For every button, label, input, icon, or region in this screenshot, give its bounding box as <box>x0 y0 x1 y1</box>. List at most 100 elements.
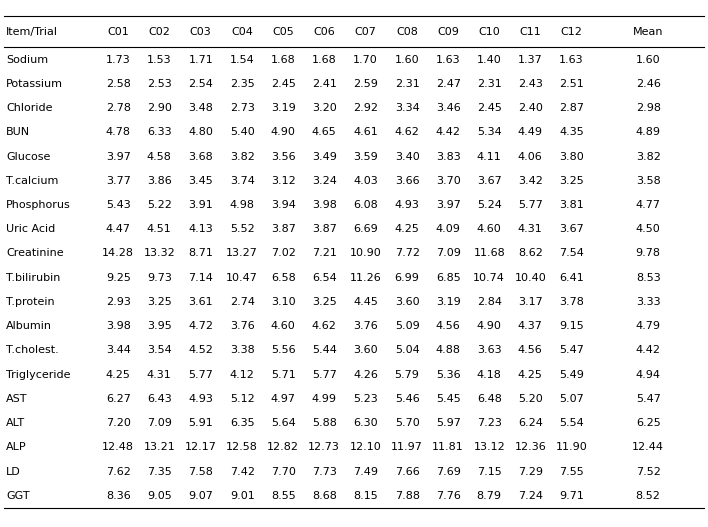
Text: 9.25: 9.25 <box>105 273 131 282</box>
Text: 4.31: 4.31 <box>518 225 542 234</box>
Text: 1.68: 1.68 <box>312 55 336 64</box>
Text: 2.41: 2.41 <box>312 79 337 89</box>
Text: 3.25: 3.25 <box>559 176 583 186</box>
Text: 6.33: 6.33 <box>147 128 171 137</box>
Text: 7.58: 7.58 <box>188 467 213 476</box>
Text: C08: C08 <box>396 27 418 36</box>
Text: C06: C06 <box>314 27 335 36</box>
Text: GGT: GGT <box>6 491 30 501</box>
Text: 3.45: 3.45 <box>188 176 213 186</box>
Text: 3.78: 3.78 <box>559 297 584 307</box>
Text: 1.60: 1.60 <box>395 55 419 64</box>
Text: 4.26: 4.26 <box>353 370 378 379</box>
Text: 4.56: 4.56 <box>436 321 460 331</box>
Text: 6.24: 6.24 <box>518 418 543 428</box>
Text: 5.45: 5.45 <box>436 394 460 404</box>
Text: 4.12: 4.12 <box>229 370 255 379</box>
Text: 7.76: 7.76 <box>435 491 461 501</box>
Text: 5.52: 5.52 <box>230 225 254 234</box>
Text: 3.66: 3.66 <box>395 176 419 186</box>
Text: 3.42: 3.42 <box>518 176 543 186</box>
Text: 5.77: 5.77 <box>518 200 543 210</box>
Text: 7.49: 7.49 <box>353 467 378 476</box>
Text: 3.67: 3.67 <box>477 176 501 186</box>
Text: AST: AST <box>6 394 28 404</box>
Text: 4.42: 4.42 <box>435 128 461 137</box>
Text: 4.49: 4.49 <box>518 128 543 137</box>
Text: 6.48: 6.48 <box>476 394 502 404</box>
Text: 5.79: 5.79 <box>394 370 420 379</box>
Text: 2.87: 2.87 <box>559 103 584 113</box>
Text: 4.78: 4.78 <box>105 128 131 137</box>
Text: 11.68: 11.68 <box>474 249 505 258</box>
Text: 6.58: 6.58 <box>271 273 295 282</box>
Text: 4.89: 4.89 <box>636 128 661 137</box>
Text: 7.42: 7.42 <box>229 467 255 476</box>
Text: 4.09: 4.09 <box>435 225 461 234</box>
Text: Phosphorus: Phosphorus <box>6 200 71 210</box>
Text: 4.90: 4.90 <box>270 128 296 137</box>
Text: 2.58: 2.58 <box>105 79 131 89</box>
Text: 4.88: 4.88 <box>435 346 461 355</box>
Text: 5.88: 5.88 <box>312 418 337 428</box>
Text: 1.71: 1.71 <box>188 55 213 64</box>
Text: 6.43: 6.43 <box>147 394 171 404</box>
Text: 2.35: 2.35 <box>230 79 254 89</box>
Text: 5.43: 5.43 <box>106 200 130 210</box>
Text: Glucose: Glucose <box>6 152 51 161</box>
Text: 4.93: 4.93 <box>394 200 420 210</box>
Text: 7.62: 7.62 <box>105 467 131 476</box>
Text: 7.72: 7.72 <box>394 249 420 258</box>
Text: 7.54: 7.54 <box>559 249 584 258</box>
Text: 4.62: 4.62 <box>394 128 420 137</box>
Text: 14.28: 14.28 <box>102 249 135 258</box>
Text: 1.63: 1.63 <box>436 55 460 64</box>
Text: C07: C07 <box>355 27 377 36</box>
Text: 3.19: 3.19 <box>436 297 460 307</box>
Text: 4.11: 4.11 <box>477 152 501 161</box>
Text: C05: C05 <box>273 27 294 36</box>
Text: 2.73: 2.73 <box>229 103 255 113</box>
Text: 3.70: 3.70 <box>436 176 460 186</box>
Text: 3.49: 3.49 <box>312 152 337 161</box>
Text: 6.99: 6.99 <box>394 273 420 282</box>
Text: 7.09: 7.09 <box>147 418 172 428</box>
Text: 5.04: 5.04 <box>395 346 419 355</box>
Text: 7.29: 7.29 <box>518 467 543 476</box>
Text: 9.01: 9.01 <box>230 491 254 501</box>
Text: 5.47: 5.47 <box>636 394 661 404</box>
Text: 8.53: 8.53 <box>636 273 661 282</box>
Text: 11.81: 11.81 <box>433 443 464 452</box>
Text: 7.21: 7.21 <box>312 249 337 258</box>
Text: 9.73: 9.73 <box>147 273 172 282</box>
Text: 4.65: 4.65 <box>312 128 336 137</box>
Text: Uric Acid: Uric Acid <box>6 225 56 234</box>
Text: 4.62: 4.62 <box>312 321 337 331</box>
Text: Creatinine: Creatinine <box>6 249 64 258</box>
Text: 4.31: 4.31 <box>147 370 171 379</box>
Text: 2.98: 2.98 <box>636 103 661 113</box>
Text: BUN: BUN <box>6 128 30 137</box>
Text: 9.78: 9.78 <box>636 249 661 258</box>
Text: 6.54: 6.54 <box>312 273 336 282</box>
Text: 8.68: 8.68 <box>312 491 337 501</box>
Text: T.protein: T.protein <box>6 297 55 307</box>
Text: 5.36: 5.36 <box>436 370 460 379</box>
Text: 5.44: 5.44 <box>312 346 337 355</box>
Text: ALP: ALP <box>6 443 27 452</box>
Text: 12.44: 12.44 <box>632 443 664 452</box>
Text: 2.43: 2.43 <box>518 79 543 89</box>
Text: 4.77: 4.77 <box>636 200 661 210</box>
Text: 4.80: 4.80 <box>188 128 213 137</box>
Text: 1.40: 1.40 <box>477 55 501 64</box>
Text: 10.47: 10.47 <box>226 273 258 282</box>
Text: 2.59: 2.59 <box>353 79 378 89</box>
Text: 3.95: 3.95 <box>147 321 171 331</box>
Text: 3.98: 3.98 <box>105 321 131 331</box>
Text: 5.07: 5.07 <box>559 394 583 404</box>
Text: 4.25: 4.25 <box>105 370 131 379</box>
Text: 12.82: 12.82 <box>267 443 299 452</box>
Text: 12.10: 12.10 <box>350 443 382 452</box>
Text: 4.35: 4.35 <box>559 128 583 137</box>
Text: 3.25: 3.25 <box>312 297 336 307</box>
